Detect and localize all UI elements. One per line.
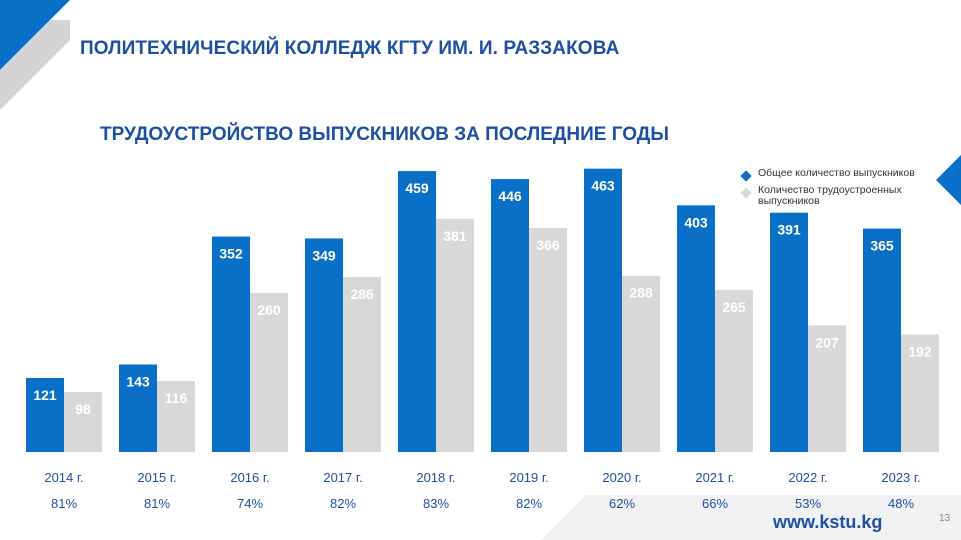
bar-employed bbox=[529, 228, 567, 452]
bar-employed bbox=[157, 381, 195, 452]
bar-employed bbox=[64, 392, 102, 452]
percentage-label: 82% bbox=[330, 496, 356, 511]
website-link[interactable]: www.kstu.kg bbox=[773, 512, 883, 532]
percentage-label: 66% bbox=[702, 496, 728, 511]
page-title: ПОЛИТЕХНИЧЕСКИЙ КОЛЛЕДЖ КГТУ ИМ. И. РАЗЗ… bbox=[80, 38, 620, 59]
data-label-employed: 192 bbox=[908, 343, 932, 359]
percentage-label: 83% bbox=[423, 496, 449, 511]
bar-total bbox=[398, 171, 436, 453]
chart-legend: Общее количество выпускников Количество … bbox=[740, 168, 940, 212]
bar-total bbox=[212, 236, 250, 452]
data-label-total: 121 bbox=[33, 387, 57, 403]
x-tick-label: 2020 г. bbox=[602, 470, 641, 485]
percentage-label: 81% bbox=[144, 496, 170, 511]
bottom-right-decoration bbox=[541, 495, 961, 540]
legend-marker-total bbox=[740, 170, 752, 182]
bar-total bbox=[491, 179, 529, 452]
bar-employed bbox=[250, 292, 288, 452]
data-label-total: 391 bbox=[777, 222, 801, 238]
data-label-employed: 288 bbox=[629, 285, 653, 301]
data-label-total: 446 bbox=[498, 188, 522, 204]
bar-employed bbox=[622, 275, 660, 452]
percentage-label: 62% bbox=[609, 496, 635, 511]
corner-decoration bbox=[0, 0, 70, 110]
page-number: 13 bbox=[939, 513, 951, 524]
bar-employed bbox=[901, 334, 939, 452]
bar-employed bbox=[436, 218, 474, 452]
legend-marker-employed bbox=[740, 187, 752, 199]
percentage-label: 81% bbox=[51, 496, 77, 511]
x-tick-label: 2021 г. bbox=[695, 470, 734, 485]
data-label-total: 403 bbox=[684, 214, 708, 230]
x-tick-label: 2015 г. bbox=[137, 470, 176, 485]
data-label-employed: 265 bbox=[722, 299, 746, 315]
data-label-total: 349 bbox=[312, 247, 336, 263]
bar-total bbox=[26, 377, 64, 452]
legend-item-total: Общее количество выпускников bbox=[740, 167, 940, 182]
bar-total bbox=[584, 168, 622, 453]
bar-total bbox=[305, 238, 343, 452]
data-label-total: 365 bbox=[870, 238, 894, 254]
x-tick-label: 2017 г. bbox=[323, 470, 362, 485]
legend-item-employed: Количество трудоустроенных выпускников bbox=[740, 185, 940, 207]
data-label-employed: 366 bbox=[536, 237, 560, 253]
bar-total bbox=[119, 364, 157, 452]
percentage-label: 48% bbox=[888, 496, 914, 511]
percentage-label: 74% bbox=[237, 496, 263, 511]
percentage-label: 82% bbox=[516, 496, 542, 511]
bar-total bbox=[677, 205, 715, 452]
legend-label-employed: Количество трудоустроенных выпускников bbox=[758, 184, 902, 207]
bar-total bbox=[863, 228, 901, 452]
right-edge-decoration bbox=[936, 155, 961, 205]
legend-label-total: Общее количество выпускников bbox=[758, 167, 915, 179]
x-tick-label: 2016 г. bbox=[230, 470, 269, 485]
data-label-employed: 116 bbox=[165, 390, 188, 406]
x-tick-label: 2018 г. bbox=[416, 470, 455, 485]
data-label-employed: 260 bbox=[257, 302, 281, 318]
x-tick-label: 2023 г. bbox=[881, 470, 920, 485]
data-label-employed: 207 bbox=[815, 334, 839, 350]
bar-employed bbox=[715, 289, 753, 452]
data-label-total: 459 bbox=[405, 180, 429, 196]
x-tick-label: 2014 г. bbox=[44, 470, 83, 485]
bar-employed bbox=[343, 276, 381, 452]
data-label-total: 352 bbox=[219, 246, 243, 262]
data-label-employed: 381 bbox=[443, 228, 467, 244]
percentage-label: 53% bbox=[795, 496, 821, 511]
bar-total bbox=[770, 212, 808, 452]
bar-employed bbox=[808, 325, 846, 452]
x-tick-label: 2022 г. bbox=[788, 470, 827, 485]
x-tick-label: 2019 г. bbox=[509, 470, 548, 485]
data-label-total: 463 bbox=[591, 178, 615, 194]
data-label-total: 143 bbox=[126, 373, 150, 389]
chart-title: ТРУДОУСТРОЙСТВО ВЫПУСКНИКОВ ЗА ПОСЛЕДНИЕ… bbox=[100, 124, 669, 145]
data-label-employed: 286 bbox=[350, 286, 374, 302]
data-label-employed: 98 bbox=[75, 401, 91, 417]
